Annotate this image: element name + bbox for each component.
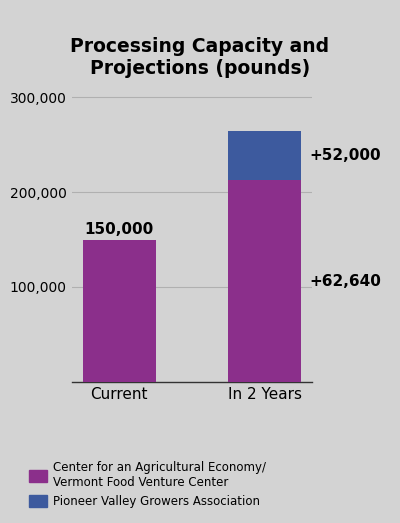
Bar [83,240,156,382]
Text: 150,000: 150,000 [85,222,154,237]
Text: Processing Capacity and
Projections (pounds): Processing Capacity and Projections (pou… [70,37,330,77]
Legend: Center for an Agricultural Economy/
Vermont Food Venture Center, Pioneer Valley : Center for an Agricultural Economy/ Verm… [26,458,270,512]
Text: +52,000: +52,000 [310,148,382,163]
Bar [228,180,301,382]
Bar [228,131,301,180]
Text: +62,640: +62,640 [310,274,382,289]
